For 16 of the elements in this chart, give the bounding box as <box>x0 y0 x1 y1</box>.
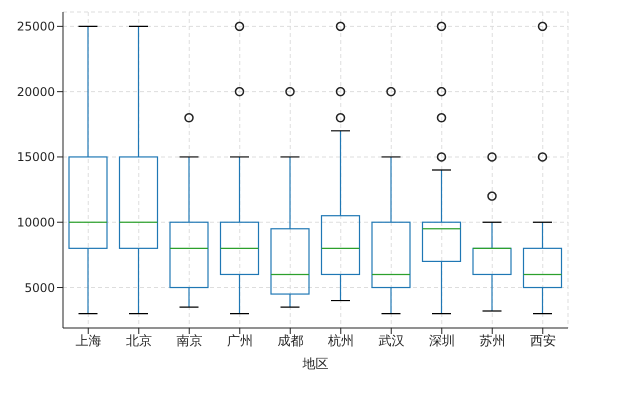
x-tick-label: 成都 <box>277 334 304 350</box>
x-tick-label: 武汉 <box>378 334 404 350</box>
x-tick-label: 广州 <box>226 334 253 350</box>
y-tick-label: 20000 <box>16 84 55 99</box>
x-axis-title: 地区 <box>302 357 328 372</box>
x-tick-label: 西安 <box>530 333 556 350</box>
x-tick-label: 上海 <box>75 334 102 350</box>
y-tick-label: 25000 <box>16 20 55 34</box>
y-tick-label: 15000 <box>16 150 55 164</box>
y-tick-label: 5000 <box>24 280 55 295</box>
x-tick-label: 深圳 <box>428 334 455 350</box>
x-tick-label: 北京 <box>126 334 152 350</box>
x-tick-label: 南京 <box>176 334 202 350</box>
x-tick-label: 苏州 <box>479 334 506 350</box>
y-tick-label: 10000 <box>16 215 55 230</box>
x-tick-label: 杭州 <box>326 334 354 350</box>
